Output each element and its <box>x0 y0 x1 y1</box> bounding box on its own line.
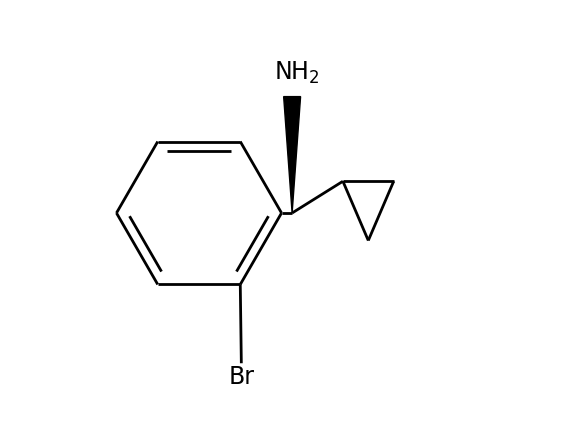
Polygon shape <box>284 97 300 213</box>
Text: NH$_2$: NH$_2$ <box>274 60 319 86</box>
Text: Br: Br <box>229 366 254 389</box>
